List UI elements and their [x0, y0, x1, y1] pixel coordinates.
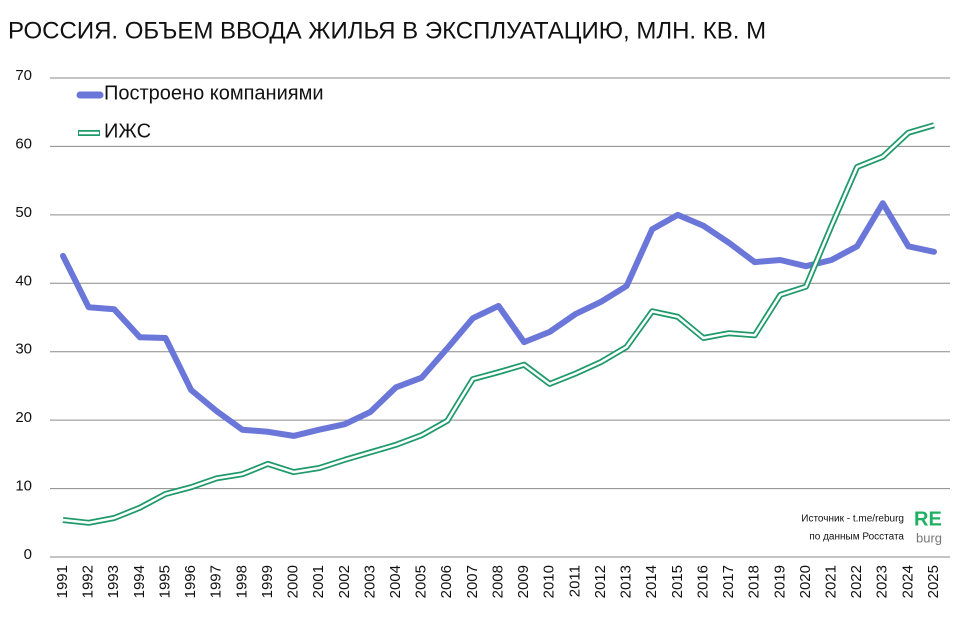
x-tick-label: 2005	[413, 565, 430, 598]
y-tick-label: 40	[15, 272, 32, 289]
x-tick-label: 1996	[182, 565, 199, 598]
chart-title: РОССИЯ. ОБЪЕМ ВВОДА ЖИЛЬЯ В ЭКСПЛУАТАЦИЮ…	[8, 17, 766, 44]
legend-label: Построено компаниями	[104, 82, 324, 104]
x-tick-label: 2003	[361, 565, 378, 598]
series-line	[62, 122, 935, 526]
x-tick-label: 2014	[643, 565, 660, 598]
x-tick-label: 2013	[618, 565, 635, 598]
x-tick-label: 2012	[592, 565, 609, 598]
logo: RE	[914, 508, 942, 530]
legend-label: ИЖС	[104, 120, 151, 142]
x-tick-label: 2021	[822, 565, 839, 598]
series-line	[60, 200, 937, 439]
source-line: Источник - t.me/reburg	[801, 514, 904, 525]
x-tick-label: 2020	[797, 565, 814, 598]
x-tick-label: 2022	[848, 565, 865, 598]
x-tick-label: 2004	[387, 565, 404, 598]
x-tick-label: 2025	[925, 565, 942, 598]
source-line: по данным Росстата	[809, 532, 904, 543]
x-tick-label: 1998	[233, 565, 250, 598]
x-tick-label: 1991	[54, 565, 71, 598]
x-tick-label: 2023	[874, 565, 891, 598]
y-tick-label: 0	[24, 546, 32, 563]
x-tick-label: 1992	[80, 565, 97, 598]
y-tick-label: 60	[15, 135, 32, 152]
x-tick-label: 2011	[566, 565, 583, 597]
x-tick-label: 2006	[438, 565, 455, 598]
x-tick-label: 2019	[771, 565, 788, 598]
x-tick-label: 2007	[464, 565, 481, 598]
x-tick-label: 2000	[285, 565, 302, 598]
x-tick-label: 2008	[489, 565, 506, 598]
x-tick-label: 2010	[541, 565, 558, 598]
x-tick-label: 2016	[694, 565, 711, 598]
series-line-inner	[62, 124, 935, 525]
x-tick-label: 2018	[746, 565, 763, 598]
x-tick-label: 2024	[899, 565, 916, 598]
x-tick-label: 1994	[131, 565, 148, 598]
x-tick-label: 2001	[310, 565, 327, 598]
y-tick-label: 30	[15, 341, 32, 358]
x-tick-label: 2017	[720, 565, 737, 598]
y-tick-label: 20	[15, 409, 32, 426]
x-tick-label: 2002	[336, 565, 353, 598]
x-tick-label: 2015	[669, 565, 686, 598]
x-tick-label: 1993	[105, 565, 122, 598]
y-tick-label: 10	[15, 478, 32, 495]
y-tick-label: 50	[15, 204, 32, 221]
x-tick-label: 1999	[259, 565, 276, 598]
x-tick-label: 1995	[156, 565, 173, 598]
logo: burg	[916, 530, 942, 545]
y-tick-label: 70	[15, 67, 32, 84]
x-tick-label: 1997	[208, 565, 225, 598]
x-tick-label: 2009	[515, 565, 532, 598]
